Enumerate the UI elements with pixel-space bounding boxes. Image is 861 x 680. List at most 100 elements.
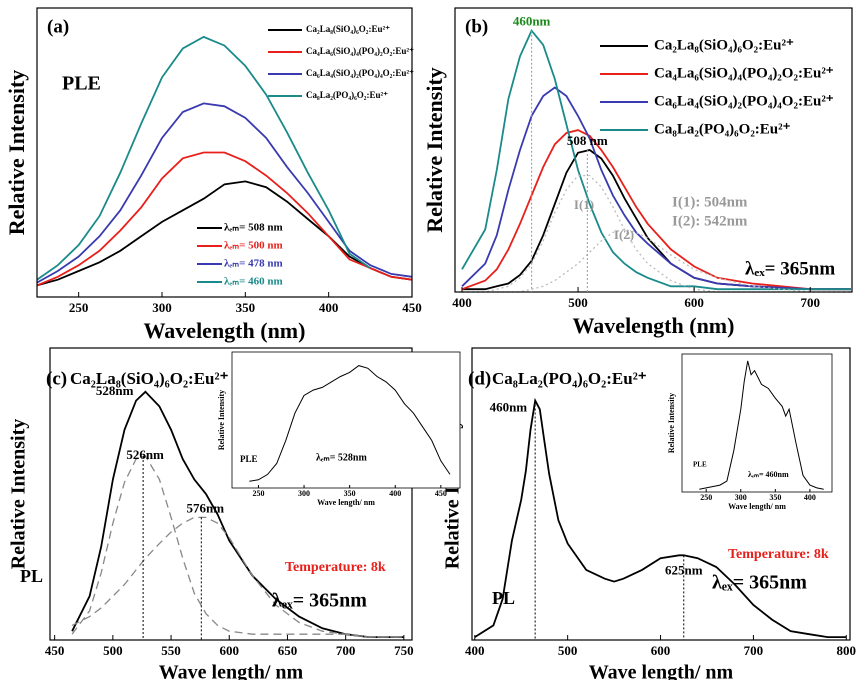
curve	[36, 35, 371, 281]
curve	[474, 397, 847, 638]
y-axis-title: Relative Intensity	[217, 390, 226, 450]
em-label: λₑₘ= 478 nm	[224, 258, 283, 270]
legend-label: Ca₆La₄(SiO₄)₂(PO₄)₄O₂:Eu²⁺	[306, 68, 414, 78]
plot-frame	[36, 7, 413, 298]
plot-frame	[231, 351, 461, 489]
plot-frame	[681, 353, 833, 493]
x-tick-label: 700	[800, 295, 820, 310]
x-tick-label: 250	[252, 489, 264, 498]
x-tick-label: 350	[236, 300, 256, 315]
inset-background	[682, 354, 832, 492]
x-axis-title: Wave length/ nm	[159, 662, 304, 680]
x-tick-label: 250	[69, 300, 89, 315]
panel-label: (a)	[47, 16, 69, 37]
curve	[36, 180, 413, 287]
plot-frame	[49, 347, 413, 641]
annotation: PLE	[240, 454, 258, 464]
x-axis-title: Wave length/ nm	[589, 662, 734, 680]
x-tick-label: 700	[744, 643, 764, 658]
x-tick-label: 400	[319, 300, 339, 315]
em-label: λₑₘ= 460 nm	[224, 276, 283, 288]
annotation: I(1)	[574, 197, 594, 212]
plot-frame	[454, 7, 853, 293]
y-axis-title: Relative Intensity	[667, 393, 676, 453]
annotation: Temperature: 8k	[285, 560, 386, 575]
legend-label: Ca₄La₆(SiO₄)₄(PO₄)₂O₂:Eu²⁺	[306, 46, 414, 56]
x-tick-label: 350	[344, 489, 356, 498]
legend-label: Ca₈La₂(PO₄)₆O₂:Eu²⁺	[306, 90, 388, 100]
legend-label: Ca₄La₆(SiO₄)₄(PO₄)₂O₂:Eu²⁺	[654, 65, 834, 81]
x-axis-title: Wave length/ nm	[317, 498, 375, 507]
y-axis-title: Relative Intensity	[8, 419, 30, 570]
x-tick-label: 800	[837, 643, 857, 658]
x-tick-label: 500	[103, 643, 123, 658]
x-axis-title: Wave length/ nm	[728, 502, 786, 511]
annotation: I(2): 542nm	[672, 213, 748, 229]
annotation: PL	[20, 566, 43, 586]
x-tick-label: 450	[402, 300, 422, 315]
annotation: λₑₘ= 460nm	[748, 470, 789, 479]
panel-label: (b)	[465, 16, 488, 37]
x-tick-label: 250	[700, 493, 712, 502]
annotation: Temperature: 8k	[728, 547, 829, 562]
annotation: λₑₘ= 528nm	[316, 452, 367, 463]
peak-label: 460nm	[513, 14, 551, 29]
annotation: λₑₓ= 365nm	[712, 572, 807, 594]
x-tick-label: 350	[769, 493, 781, 502]
x-axis-title: Wavelength (nm)	[573, 313, 735, 338]
y-axis-title: Relative Intensity	[4, 70, 29, 236]
peak-label: 460nm	[490, 400, 528, 415]
curve	[71, 455, 404, 638]
annotation: PLE	[693, 461, 707, 469]
curve	[461, 86, 851, 291]
x-tick-label: 550	[161, 643, 181, 658]
peak-label: 528nm	[96, 383, 134, 398]
annotation: PL	[492, 588, 515, 608]
curve	[462, 228, 851, 293]
peak-label: 526nm	[126, 447, 164, 462]
x-tick-label: 300	[735, 493, 747, 502]
x-tick-label: 650	[278, 643, 298, 658]
legend-label: Ca₈La₂(PO₄)₆O₂:Eu²⁺	[654, 121, 791, 137]
panel-title: Ca₂La₈(SiO₄)₆O₂:Eu²⁺	[70, 369, 229, 388]
legend-label: Ca₂La₈(SiO₄)₆O₂:Eu²⁺	[654, 37, 794, 53]
curve	[71, 516, 404, 638]
panel-title: Ca₈La₂(PO₄)₆O₂:Eu²⁺	[492, 369, 647, 388]
x-tick-label: 600	[220, 643, 240, 658]
em-label: λₑₘ= 500 nm	[224, 240, 283, 252]
x-tick-label: 500	[558, 643, 578, 658]
peak-label: 508 nm	[567, 133, 608, 148]
curve	[71, 390, 404, 638]
x-tick-label: 600	[684, 295, 704, 310]
panel-label: (d)	[468, 368, 491, 389]
y-axis-title: Relative Intensity	[422, 67, 447, 233]
x-axis-title: Wavelength (nm)	[144, 318, 306, 343]
x-tick-label: 400	[465, 643, 485, 658]
x-tick-label: 450	[435, 489, 447, 498]
inset-background	[232, 352, 460, 488]
x-tick-label: 500	[568, 295, 588, 310]
x-tick-label: 300	[298, 489, 310, 498]
annotation: I(1): 504nm	[672, 194, 748, 210]
x-tick-label: 400	[389, 489, 401, 498]
legend-label: Ca₆La₄(SiO₄)₂(PO₄)₄O₂:Eu²⁺	[654, 93, 834, 109]
x-tick-label: 300	[152, 300, 172, 315]
peak-label: 625nm	[665, 562, 703, 577]
curve	[249, 365, 451, 482]
curve	[699, 360, 824, 490]
em-label: λₑₘ= 508 nm	[224, 222, 283, 234]
x-tick-label: 450	[45, 643, 65, 658]
curve	[461, 29, 851, 291]
curve	[461, 129, 851, 291]
annotation: PLE	[62, 73, 101, 95]
legend-label: Ca₂La₈(SiO₄)₆O₂:Eu²⁺	[306, 24, 390, 34]
x-tick-label: 750	[394, 643, 414, 658]
x-tick-label: 400	[804, 493, 816, 502]
curve	[36, 151, 413, 287]
peak-label: 576nm	[187, 500, 225, 515]
x-tick-label: 700	[336, 643, 356, 658]
annotation: λₑₓ= 365nm	[272, 590, 367, 612]
panel-label: (c)	[46, 368, 67, 389]
